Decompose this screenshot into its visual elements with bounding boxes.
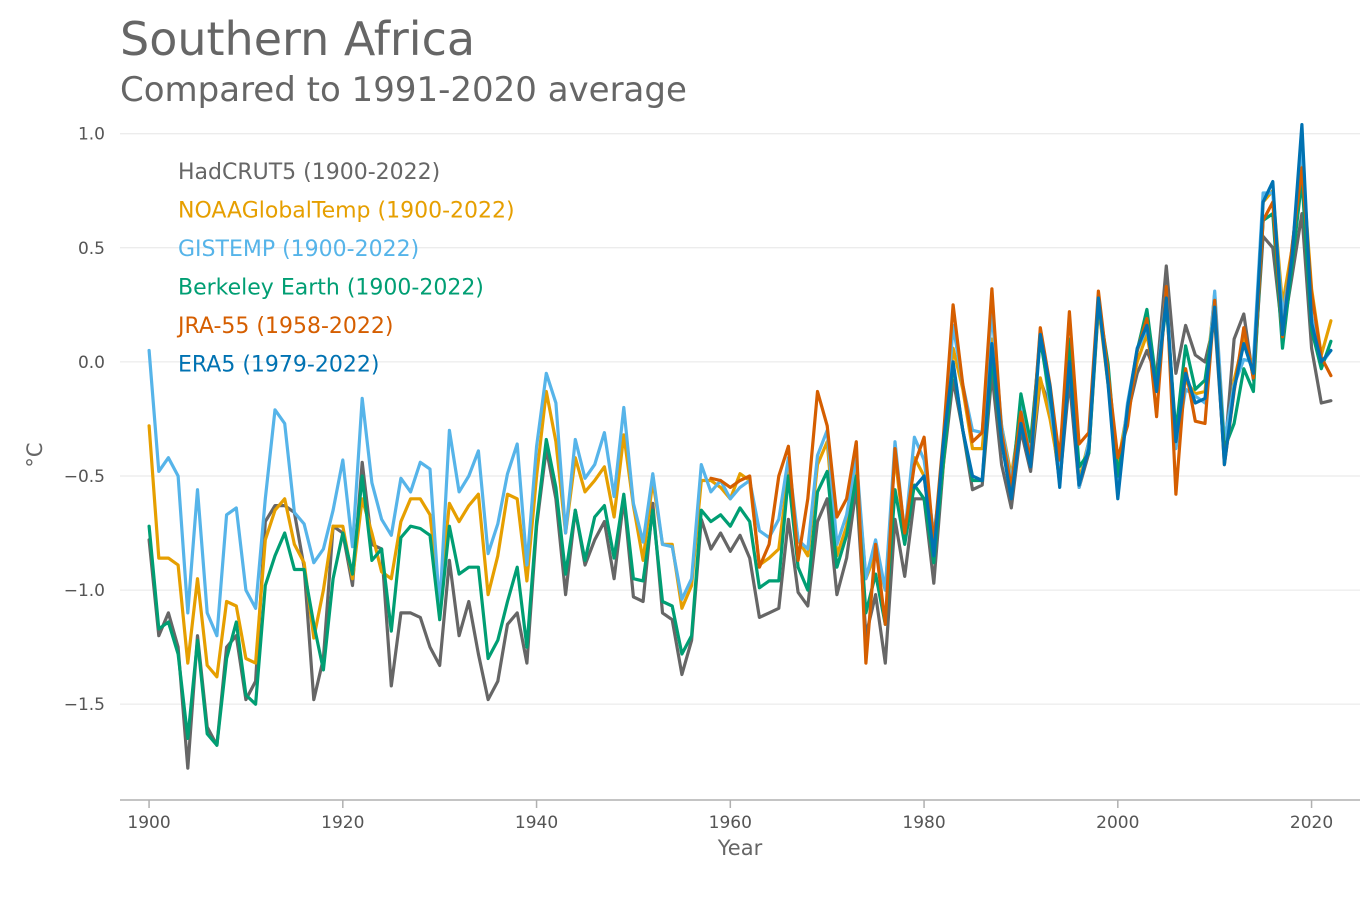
legend-entry: JRA-55 (1958-2022) [176,314,393,339]
series-line [912,122,1333,558]
y-axis-label: °C [23,442,47,467]
y-tick-label: 1.0 [78,125,105,145]
x-tick-label: 2020 [1290,813,1333,833]
series-line [147,177,1333,747]
x-tick-label: 1940 [515,813,558,833]
x-axis-label: Year [717,836,763,860]
y-tick-label: 0.0 [78,353,105,373]
series-lines [147,122,1333,770]
x-axis-ticks: 1900 1920 1940 1960 1980 2000 2020 [127,800,1333,833]
x-tick-label: 1900 [127,813,170,833]
y-tick-label: −1.5 [64,695,105,715]
legend-entry: Berkeley Earth (1900-2022) [178,276,484,301]
legend: HadCRUT5 (1900-2022) NOAAGlobalTemp (1900… [176,160,515,378]
x-tick-label: 1920 [321,813,364,833]
series-line [709,166,1333,665]
legend-entry: ERA5 (1979-2022) [178,353,379,378]
chart-title: Southern Africa [120,12,476,66]
y-tick-label: −1.0 [64,581,105,601]
legend-entry: GISTEMP (1900-2022) [178,237,419,262]
x-tick-label: 1980 [902,813,945,833]
legend-entry: HadCRUT5 (1900-2022) [178,160,440,185]
legend-entry: NOAAGlobalTemp (1900-2022) [178,199,515,224]
y-axis-ticks: 1.0 0.5 0.0 −0.5 −1.0 −1.5 [64,125,105,715]
y-tick-label: −0.5 [64,467,105,487]
y-tick-label: 0.5 [78,239,105,259]
chart-subtitle: Compared to 1991-2020 average [120,70,687,110]
x-tick-label: 2000 [1096,813,1139,833]
x-tick-label: 1960 [709,813,752,833]
